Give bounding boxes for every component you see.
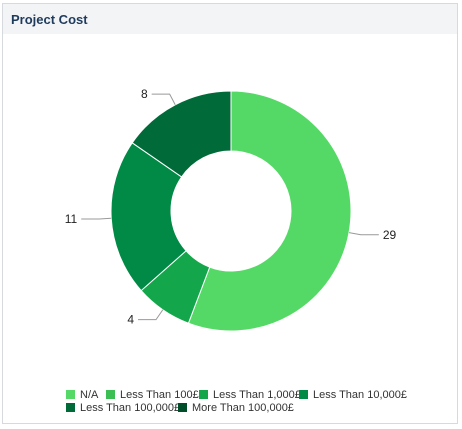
data-label-less-than-100-000: 8 — [141, 87, 148, 101]
legend: N/A Less Than 100£ Less Than 1,000£ Less Th… — [66, 389, 407, 414]
legend-swatch — [66, 403, 75, 412]
legend-item-more-than-100-000[interactable]: More Than 100,000£ — [178, 402, 294, 414]
label-connector — [151, 93, 176, 105]
data-label-less-than-10-000: 11 — [65, 212, 78, 226]
slices — [110, 90, 352, 332]
legend-label: N/A — [80, 389, 99, 401]
legend-item-n-a[interactable]: N/A — [66, 389, 99, 401]
legend-label: More Than 100,000£ — [192, 402, 294, 414]
legend-label: Less Than 100,000£ — [80, 402, 180, 414]
slice-less-than-10-000[interactable] — [110, 142, 187, 292]
legend-label: Less Than 10,000£ — [313, 389, 407, 401]
legend-swatch — [178, 403, 187, 412]
slice-less-than-100-000[interactable] — [131, 90, 232, 178]
legend-item-less-than-10-000[interactable]: Less Than 10,000£ — [299, 389, 407, 401]
legend-swatch — [299, 390, 308, 399]
legend-item-less-than-100-000[interactable]: Less Than 100,000£ — [66, 402, 180, 414]
data-label-n-a: 29 — [383, 228, 397, 242]
legend-label: Less Than 1,000£ — [213, 389, 301, 401]
legend-swatch — [106, 390, 115, 399]
chart-panel: Project Cost — [2, 3, 458, 424]
legend-swatch — [199, 390, 208, 399]
legend-swatch — [66, 390, 75, 399]
data-labels: 29 4 11 8 — [65, 87, 397, 327]
data-label-less-than-1-000: 4 — [127, 313, 134, 327]
label-connector — [138, 309, 164, 321]
panel-header: Project Cost — [3, 4, 457, 34]
panel-title: Project Cost — [11, 12, 88, 27]
label-connector — [348, 232, 379, 236]
legend-item-less-than-100[interactable]: Less Than 100£ — [106, 389, 199, 401]
legend-item-less-than-1-000[interactable]: Less Than 1,000£ — [199, 389, 301, 401]
legend-label: Less Than 100£ — [120, 389, 199, 401]
slice-n-a[interactable] — [187, 90, 352, 332]
label-connector — [81, 217, 112, 220]
